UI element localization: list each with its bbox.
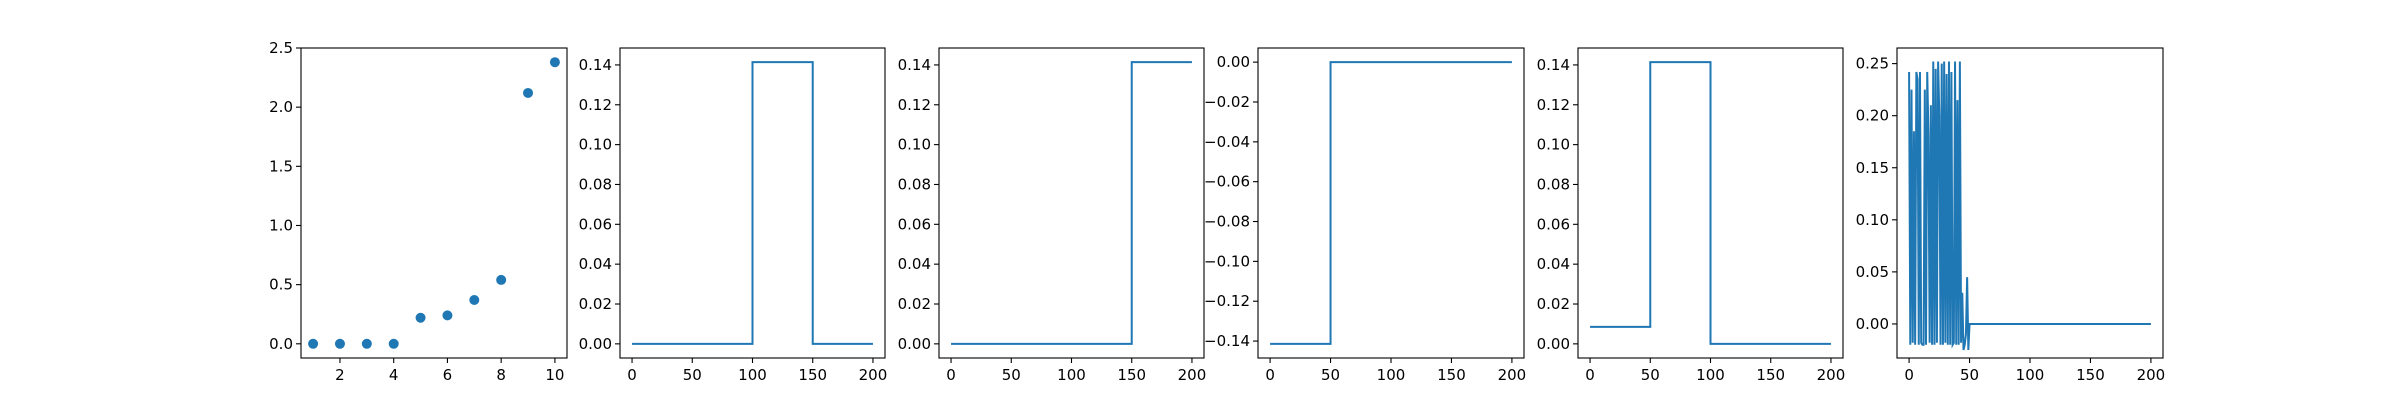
y-tick-label: 2.0 [269, 98, 293, 116]
scatter-point [388, 338, 399, 349]
x-tick-label: 100 [2016, 366, 2045, 384]
y-tick-label: 0.10 [1856, 211, 1889, 229]
y-tick-label: 0.02 [898, 295, 931, 313]
y-tick-label: 0.10 [579, 136, 612, 154]
y-tick-label: 0.14 [898, 56, 931, 74]
y-tick-label: −0.04 [1204, 133, 1250, 151]
scatter-point [496, 274, 507, 285]
subplot-3: 0 50 100 150 200 0.00 0.02 0.04 0.06 0.08 0.10 0.12… [898, 47, 1207, 384]
y-tick-label: −0.02 [1204, 93, 1250, 111]
x-tick-label: 0 [1265, 366, 1275, 384]
scatter-point [308, 338, 319, 349]
y-tick-label: 0.06 [579, 215, 612, 233]
y-tick-label: 0.14 [579, 56, 612, 74]
y-tick-label: 0.10 [898, 136, 931, 154]
scatter-point [469, 295, 480, 306]
x-tick-label: 50 [1321, 366, 1340, 384]
x-tick-label: 150 [1117, 366, 1146, 384]
x-tick-label: 50 [683, 366, 702, 384]
y-tick-label: 0.12 [1537, 96, 1570, 114]
y-tick-label: 0.08 [898, 175, 931, 193]
y-tick-label: 0.04 [1537, 255, 1570, 273]
x-tick-label: 150 [2076, 366, 2105, 384]
x-tick-label: 0 [1904, 366, 1914, 384]
y-tick-label: 0.04 [579, 255, 612, 273]
series-line [1270, 61, 1512, 345]
x-tick-label: 50 [1641, 366, 1660, 384]
y-tick-label: 0.5 [269, 276, 293, 294]
subplot-2: 0 50 100 150 200 0.00 0.02 0.04 0.06 0.08 0.10 0.12… [579, 47, 888, 384]
subplot-4: 0 50 100 150 200 0.00 −0.02 −0.04 −0.06 −0.08 −0.1… [1204, 47, 1527, 384]
x-tick-label: 200 [1817, 366, 1846, 384]
y-tick-label: −0.14 [1204, 332, 1250, 350]
x-tick-label: 50 [1960, 366, 1979, 384]
x-tick-label: 0 [627, 366, 637, 384]
x-tick-label: 0 [1585, 366, 1595, 384]
y-tick-label: 0.06 [1537, 215, 1570, 233]
x-tick-label: 100 [1377, 366, 1406, 384]
scatter-point [442, 310, 453, 321]
y-tick-label: 1.0 [269, 216, 293, 234]
subplot-6: 0 50 100 150 200 0.00 0.05 0.10 0.15 0.20 0.25 [1856, 47, 2166, 384]
x-tick-label: 2 [335, 366, 345, 384]
y-tick-label: 0.02 [1537, 295, 1570, 313]
x-tick-label: 200 [1178, 366, 1207, 384]
y-tick-label: 0.05 [1856, 263, 1889, 281]
x-tick-label: 4 [389, 366, 399, 384]
y-tick-label: 0.00 [579, 335, 612, 353]
x-tick-label: 100 [1696, 366, 1725, 384]
scatter-point [523, 87, 534, 98]
y-tick-label: −0.12 [1204, 292, 1250, 310]
scatter-point [549, 57, 560, 68]
y-tick-label: 0.14 [1537, 56, 1570, 74]
y-tick-label: −0.06 [1204, 173, 1250, 191]
scatter-point [361, 338, 372, 349]
x-tick-label: 150 [798, 366, 827, 384]
y-tick-label: 0.04 [898, 255, 931, 273]
y-tick-label: 0.0 [269, 335, 293, 353]
series-line [951, 61, 1192, 345]
x-tick-label: 50 [1002, 366, 1021, 384]
y-tick-label: 0.20 [1856, 107, 1889, 125]
subplot-1: 2 4 6 8 10 0.0 0.5 1.0 1.5 2.0 2.5 [269, 39, 568, 384]
y-tick-label: 0.08 [579, 175, 612, 193]
y-tick-label: 0.15 [1856, 159, 1889, 177]
y-tick-label: 0.00 [1856, 315, 1889, 333]
x-tick-label: 200 [2137, 366, 2166, 384]
x-tick-label: 200 [1498, 366, 1527, 384]
y-tick-label: 0.00 [898, 335, 931, 353]
y-tick-label: 0.00 [1217, 53, 1250, 71]
subplot-5: 0 50 100 150 200 0.00 0.02 0.04 0.06 0.08 0.10 0.12… [1537, 47, 1846, 384]
x-tick-label: 8 [496, 366, 506, 384]
y-tick-label: 0.08 [1537, 175, 1570, 193]
y-tick-label: 1.5 [269, 157, 293, 175]
x-tick-label: 150 [1756, 366, 1785, 384]
x-tick-label: 6 [443, 366, 453, 384]
series-line [1908, 61, 2151, 351]
y-tick-label: 0.06 [898, 215, 931, 233]
y-tick-label: 0.02 [579, 295, 612, 313]
y-tick-label: −0.08 [1204, 213, 1250, 231]
scatter-point [415, 312, 426, 323]
series-line [1590, 61, 1831, 345]
y-tick-label: −0.10 [1204, 252, 1250, 270]
y-tick-label: 2.5 [269, 39, 293, 57]
x-tick-label: 0 [946, 366, 956, 384]
x-tick-label: 10 [545, 366, 564, 384]
axes-frame [300, 47, 568, 359]
y-tick-label: 0.12 [898, 96, 931, 114]
x-tick-label: 150 [1437, 366, 1466, 384]
y-tick-label: 0.25 [1856, 55, 1889, 73]
series-line [632, 61, 873, 345]
x-tick-label: 100 [1057, 366, 1086, 384]
y-tick-label: 0.10 [1537, 136, 1570, 154]
scatter-point [334, 338, 345, 349]
x-tick-label: 200 [859, 366, 888, 384]
y-tick-label: 0.12 [579, 96, 612, 114]
y-tick-label: 0.00 [1537, 335, 1570, 353]
x-tick-label: 100 [738, 366, 767, 384]
